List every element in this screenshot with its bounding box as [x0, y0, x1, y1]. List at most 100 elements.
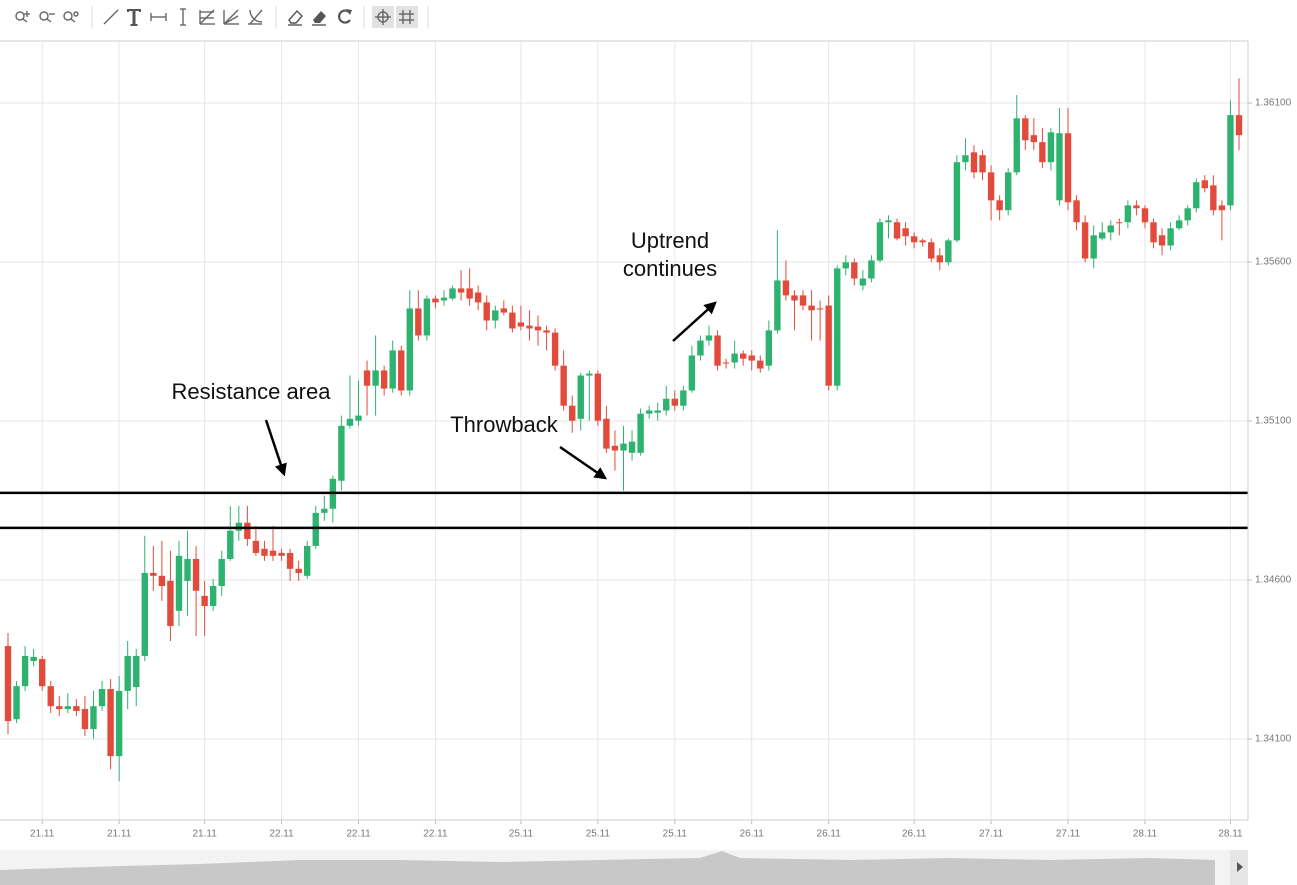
candle-body: [252, 540, 260, 553]
candle-body: [842, 262, 849, 269]
tool-erase-all[interactable]: [312, 11, 326, 26]
tool-refresh[interactable]: [338, 9, 352, 24]
candle-body: [1124, 205, 1132, 223]
candle-body: [586, 373, 593, 376]
candle-body: [671, 398, 678, 406]
candle-body: [1056, 133, 1063, 201]
x-tick-label: 21.11: [192, 829, 217, 840]
candle-body: [158, 575, 166, 586]
tool-grid[interactable]: [399, 10, 414, 24]
candle-body: [13, 686, 20, 720]
candle-body: [107, 689, 114, 757]
candle-body: [1013, 118, 1020, 173]
candle-body: [338, 425, 345, 481]
candle-body: [603, 418, 610, 449]
tool-line[interactable]: [103, 9, 119, 25]
tool-zoom-in[interactable]: [15, 11, 30, 23]
candle-body: [987, 172, 995, 201]
candle-body: [765, 330, 773, 366]
candle-body: [304, 545, 311, 576]
candle-body: [98, 689, 106, 707]
candle-body: [791, 295, 798, 301]
tool-arc[interactable]: [248, 9, 263, 25]
candle-body: [38, 659, 46, 687]
annotation-arrow: [672, 301, 717, 342]
tool-zoom-out[interactable]: [39, 11, 55, 23]
candle-body: [1201, 180, 1209, 189]
tool-crosshair[interactable]: [375, 9, 391, 25]
candle-body: [64, 706, 72, 710]
tool-fan[interactable]: [223, 9, 239, 25]
candle-body: [637, 413, 644, 453]
candle-body: [192, 558, 200, 591]
candle-body: [1235, 115, 1243, 136]
candle-body: [509, 312, 516, 329]
candle-body: [808, 305, 815, 311]
tool-grid-bg[interactable]: [396, 6, 418, 28]
candle-body: [415, 308, 422, 336]
candle-body: [500, 308, 508, 313]
candle-body: [115, 690, 123, 757]
tool-fib[interactable]: [199, 9, 215, 25]
candle-body: [543, 330, 550, 333]
candle-body: [577, 375, 584, 419]
candle-body: [466, 288, 473, 299]
y-tick-label: 1.34100: [1255, 734, 1292, 745]
navigator-arrow[interactable]: [1237, 862, 1243, 872]
candle-body: [1218, 205, 1226, 211]
candle-body: [996, 200, 1003, 211]
candle-body: [1158, 235, 1166, 246]
tool-zoom-reset[interactable]: [63, 11, 79, 23]
candle-body: [363, 370, 371, 386]
candle-body: [1210, 185, 1217, 211]
candle-body: [919, 240, 926, 243]
candle-body: [645, 410, 653, 414]
x-tick-label: 22.11: [423, 829, 448, 840]
candle-body: [47, 686, 54, 707]
tool-vline[interactable]: [180, 8, 186, 26]
candle-body: [953, 162, 961, 241]
tool-hline[interactable]: [150, 13, 167, 21]
candle-body: [876, 222, 884, 261]
candle-body: [910, 236, 918, 243]
candle-body: [227, 530, 234, 559]
candle-body: [492, 310, 499, 321]
candle-body: [714, 335, 721, 366]
candle-body: [722, 362, 730, 364]
candle-body: [928, 242, 935, 259]
candle-body: [312, 512, 319, 546]
candle-body: [1030, 135, 1038, 143]
tool-erase[interactable]: [288, 9, 303, 26]
candle-body: [782, 280, 790, 296]
candle-body: [4, 646, 12, 722]
x-tick-label: 22.11: [269, 829, 294, 840]
candle-body: [278, 552, 285, 556]
candle-body: [184, 558, 191, 581]
candle-body: [261, 548, 268, 556]
candle-body: [286, 552, 294, 569]
candle-body: [432, 298, 439, 303]
x-tick-label: 21.11: [107, 829, 132, 840]
candle-body: [474, 292, 482, 303]
candle-body: [440, 297, 448, 301]
candle-body: [449, 288, 456, 299]
candle-body: [81, 709, 89, 730]
candle-body: [774, 280, 781, 331]
toolbar: [15, 6, 429, 28]
y-tick-label: 1.35600: [1255, 257, 1292, 268]
annotation: Throwback: [450, 412, 558, 437]
x-tick-label: 27.11: [1056, 829, 1081, 840]
candle-body: [1107, 225, 1114, 233]
candle-body: [346, 418, 354, 426]
tool-text[interactable]: [127, 9, 141, 26]
candle-body: [757, 360, 764, 369]
candle-body: [483, 302, 490, 321]
candle-body: [945, 240, 952, 263]
x-tick-label: 22.11: [346, 829, 371, 840]
candle-body: [1047, 132, 1055, 163]
annotation: Resistance area: [171, 379, 331, 404]
candle-body: [799, 295, 807, 306]
candle-body: [526, 325, 533, 329]
candle-body: [893, 222, 901, 239]
